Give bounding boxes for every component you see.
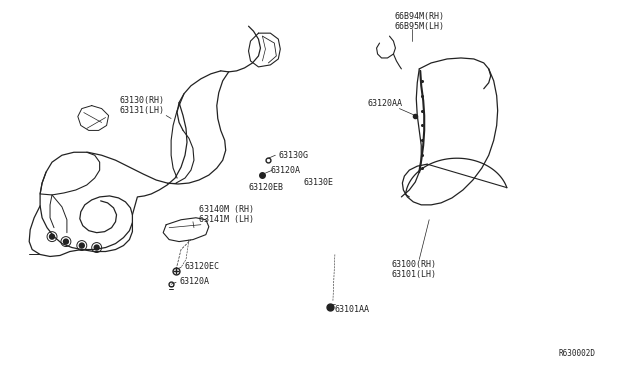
- Circle shape: [63, 239, 68, 244]
- Text: 63120EC: 63120EC: [184, 262, 219, 271]
- Text: 63120EB: 63120EB: [248, 183, 284, 192]
- Text: 63130G: 63130G: [278, 151, 308, 160]
- Text: 63130(RH): 63130(RH): [120, 96, 164, 105]
- Text: 63131(LH): 63131(LH): [120, 106, 164, 115]
- Text: 63120A: 63120A: [179, 277, 209, 286]
- Text: 66B95M(LH): 66B95M(LH): [394, 22, 444, 31]
- Text: 63130E: 63130E: [303, 177, 333, 186]
- Circle shape: [79, 243, 84, 248]
- Text: 63120A: 63120A: [270, 166, 300, 174]
- Text: 63141M (LH): 63141M (LH): [199, 215, 254, 224]
- Circle shape: [94, 245, 99, 250]
- Text: R630002D: R630002D: [558, 349, 595, 358]
- Text: 63140M (RH): 63140M (RH): [199, 205, 254, 214]
- Text: 63120AA: 63120AA: [367, 99, 403, 108]
- Circle shape: [49, 234, 54, 239]
- Text: 66B94M(RH): 66B94M(RH): [394, 12, 444, 21]
- Text: 63101AA: 63101AA: [335, 305, 370, 314]
- Text: 63101(LH): 63101(LH): [392, 270, 436, 279]
- Text: 63100(RH): 63100(RH): [392, 260, 436, 269]
